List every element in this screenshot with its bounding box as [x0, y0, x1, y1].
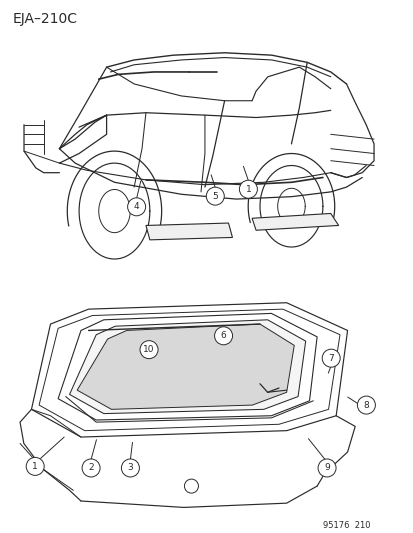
Circle shape [140, 341, 158, 359]
Circle shape [26, 457, 44, 475]
Polygon shape [77, 324, 294, 409]
Circle shape [127, 198, 145, 216]
Circle shape [206, 187, 224, 205]
Circle shape [321, 349, 339, 367]
Text: 9: 9 [323, 464, 329, 472]
Text: 1: 1 [245, 185, 251, 193]
Text: 5: 5 [212, 192, 218, 200]
Text: 1: 1 [32, 462, 38, 471]
Text: 8: 8 [363, 401, 368, 409]
Text: 3: 3 [127, 464, 133, 472]
Circle shape [317, 459, 335, 477]
Text: 6: 6 [220, 332, 226, 340]
Text: 95176  210: 95176 210 [322, 521, 370, 530]
Polygon shape [69, 320, 305, 414]
Polygon shape [252, 213, 338, 230]
Text: 7: 7 [328, 354, 333, 362]
Circle shape [214, 327, 232, 345]
Text: 2: 2 [88, 464, 94, 472]
Text: 4: 4 [133, 203, 139, 211]
Circle shape [82, 459, 100, 477]
Circle shape [121, 459, 139, 477]
Text: 10: 10 [143, 345, 154, 354]
Circle shape [239, 180, 257, 198]
Polygon shape [145, 223, 232, 240]
Text: EJA–210C: EJA–210C [12, 12, 77, 26]
Circle shape [356, 396, 375, 414]
